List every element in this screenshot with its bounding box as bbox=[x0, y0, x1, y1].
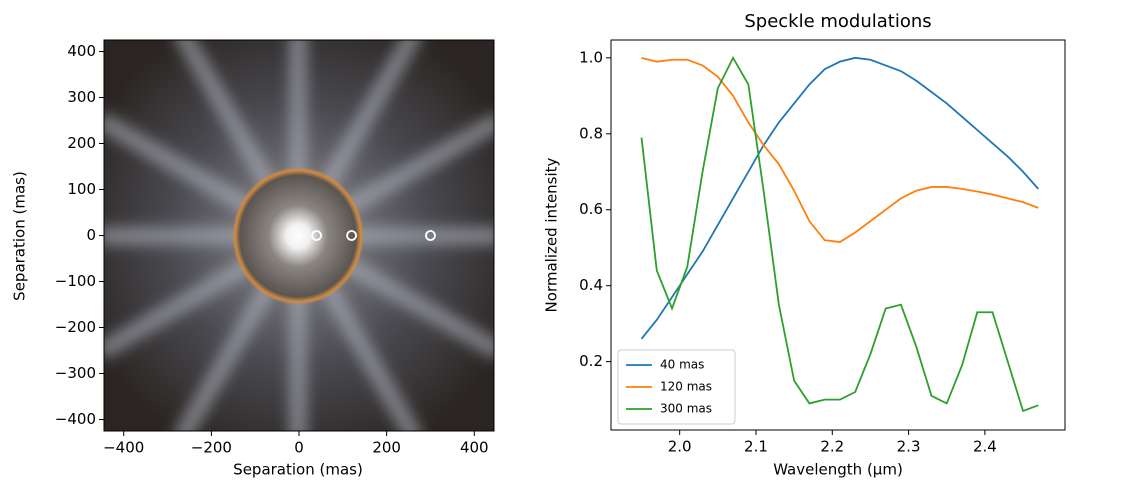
y-axis-label: Separation (mas) bbox=[11, 171, 29, 301]
y-tick-label: −100 bbox=[55, 272, 96, 290]
x-axis-label: Separation (mas) bbox=[233, 461, 363, 479]
x-axis-label: Wavelength (µm) bbox=[773, 461, 903, 479]
y-tick-label: −300 bbox=[55, 364, 96, 382]
speckle-image bbox=[104, 40, 494, 431]
series-line bbox=[641, 56, 1039, 243]
legend-box bbox=[617, 349, 736, 425]
y-tick-label: 0.2 bbox=[579, 352, 603, 370]
legend-label: 120 mas bbox=[660, 380, 712, 394]
marker bbox=[425, 230, 436, 241]
marker bbox=[311, 230, 322, 241]
y-tick-label: −200 bbox=[55, 318, 96, 336]
x-tick-label: 2.3 bbox=[897, 438, 921, 456]
chart-title: Speckle modulations bbox=[744, 11, 931, 32]
x-tick-label: 2.1 bbox=[744, 438, 768, 456]
x-tick-label: 200 bbox=[372, 439, 401, 457]
x-tick-label: −200 bbox=[191, 439, 232, 457]
legend-label: 300 mas bbox=[660, 402, 712, 416]
x-tick-label: −400 bbox=[103, 439, 144, 457]
series-line bbox=[640, 56, 1039, 340]
y-tick-label: 300 bbox=[67, 88, 96, 106]
x-tick-label: 2.4 bbox=[973, 438, 997, 456]
y-tick-label: 0.8 bbox=[579, 124, 603, 142]
axes-frame bbox=[610, 39, 1066, 431]
x-tick-label: 0 bbox=[294, 439, 304, 457]
legend-label: 40 mas bbox=[660, 358, 704, 372]
y-tick-label: 400 bbox=[67, 42, 96, 60]
x-tick-label: 400 bbox=[460, 439, 489, 457]
y-tick-label: 100 bbox=[67, 180, 96, 198]
y-tick-label: 1.0 bbox=[579, 48, 603, 66]
marker bbox=[346, 230, 357, 241]
x-tick-label: 2.0 bbox=[668, 438, 692, 456]
y-tick-label: 200 bbox=[67, 134, 96, 152]
y-tick-label: −400 bbox=[55, 410, 96, 428]
x-tick-label: 2.2 bbox=[820, 438, 844, 456]
y-tick-label: 0 bbox=[86, 226, 96, 244]
series-line bbox=[640, 55, 1039, 413]
y-tick-label: 0.4 bbox=[579, 276, 603, 294]
y-tick-label: 0.6 bbox=[579, 200, 603, 218]
y-axis-label: Normalized intensity bbox=[543, 157, 561, 312]
